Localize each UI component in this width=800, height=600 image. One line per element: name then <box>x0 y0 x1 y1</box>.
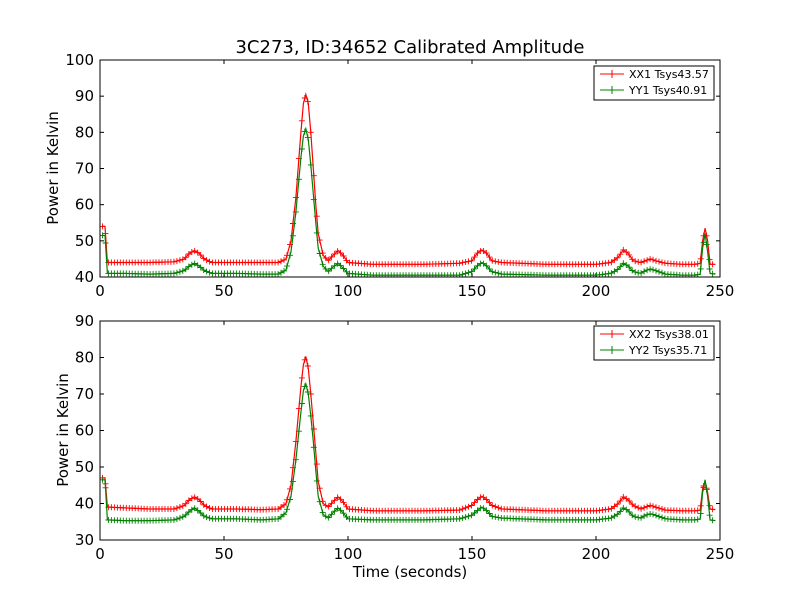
legend-label-xx1: XX1 Tsys43.57 <box>629 68 709 81</box>
y-tick-label: 80 <box>75 123 94 141</box>
tick-labels-top: 0 50 100 150 200 250 40 50 60 70 80 90 100 <box>65 51 734 300</box>
y-tick-label: 70 <box>75 385 94 403</box>
series-group-top <box>100 92 716 277</box>
legend-label-xx2: XX2 Tsys38.01 <box>629 328 709 341</box>
series-xx1 <box>100 92 716 268</box>
legend-marker-xx2 <box>608 330 616 338</box>
legend-label-yy2: YY2 Tsys35.71 <box>628 344 707 357</box>
y-tick-label: 100 <box>65 51 94 69</box>
y-tick-label: 50 <box>75 458 94 476</box>
x-tick-label: 0 <box>95 282 105 300</box>
tick-labels-bottom: 0 50 100 150 200 250 30 40 50 60 70 80 90 <box>75 312 734 563</box>
x-axis-label: Time (seconds) <box>352 563 468 581</box>
series-markers <box>100 383 716 524</box>
x-tick-label: 50 <box>214 282 233 300</box>
y-axis-label-bottom: Power in Kelvin <box>54 373 72 487</box>
x-tick-label: 100 <box>334 282 363 300</box>
x-tick-label: 150 <box>458 545 487 563</box>
legend-marker-yy1 <box>608 86 616 94</box>
subplot-bottom: Power in Kelvin Time (seconds) 0 50 100 150… <box>54 312 734 581</box>
legend-marker-yy2 <box>608 346 616 354</box>
plot-frame-top <box>99 59 721 278</box>
y-tick-label: 40 <box>75 268 94 286</box>
plot-frame-bottom <box>99 320 721 541</box>
x-tick-label: 250 <box>706 282 735 300</box>
series-yy1 <box>100 126 716 277</box>
series-markers <box>100 95 716 268</box>
chart-title: 3C273, ID:34652 Calibrated Amplitude <box>235 37 584 58</box>
series-yy2 <box>100 381 716 524</box>
legend-marker-xx1 <box>608 70 616 78</box>
x-tick-label: 200 <box>582 545 611 563</box>
x-tick-label: 100 <box>334 545 363 563</box>
x-tick-label: 200 <box>582 282 611 300</box>
y-axis-label-top: Power in Kelvin <box>44 111 62 225</box>
y-tick-label: 90 <box>75 87 94 105</box>
x-tick-label: 50 <box>214 545 233 563</box>
y-tick-label: 40 <box>75 495 94 513</box>
x-tick-label: 250 <box>706 545 735 563</box>
y-tick-label: 50 <box>75 232 94 250</box>
legend-bottom: XX2 Tsys38.01 YY2 Tsys35.71 <box>593 325 715 361</box>
legend-top: XX1 Tsys43.57 YY1 Tsys40.91 <box>593 65 715 101</box>
x-tick-label: 0 <box>95 545 105 563</box>
y-tick-label: 90 <box>75 312 94 330</box>
y-tick-label: 60 <box>75 196 94 214</box>
series-markers <box>100 128 716 277</box>
x-tick-label: 150 <box>458 282 487 300</box>
y-tick-label: 60 <box>75 422 94 440</box>
legend-box-top <box>593 65 715 101</box>
y-tick-label: 30 <box>75 531 94 549</box>
y-tick-label: 80 <box>75 349 94 367</box>
y-tick-label: 70 <box>75 160 94 178</box>
series-group-bottom <box>100 356 716 524</box>
legend-label-yy1: YY1 Tsys40.91 <box>628 84 707 97</box>
legend-box-bottom <box>593 325 715 361</box>
subplot-top: 3C273, ID:34652 Calibrated Amplitude Pow… <box>44 37 734 300</box>
